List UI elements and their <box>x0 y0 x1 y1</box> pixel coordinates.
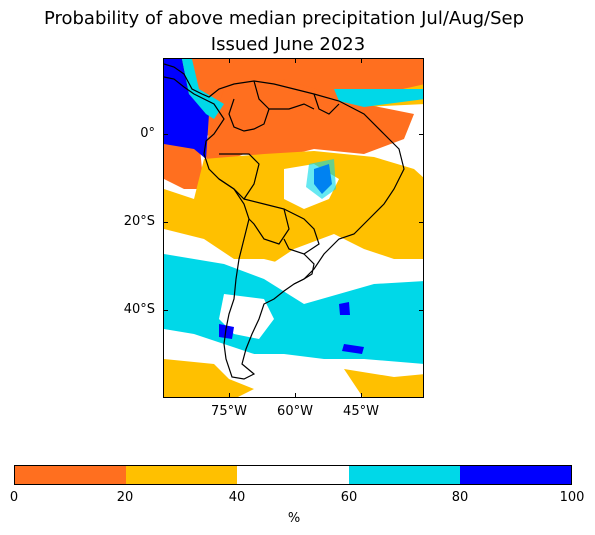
colorbar-tick-40: 40 <box>228 490 246 505</box>
colorbar-tick-0: 0 <box>9 490 19 505</box>
colorbar-segment-60-80 <box>348 466 460 484</box>
lat-tick-40s <box>163 310 168 311</box>
colorbar-segment-20-40 <box>126 466 238 484</box>
lon-tick-60w-top <box>295 58 296 63</box>
lat-tick-0 <box>163 134 168 135</box>
lat-label-40s: 40°S <box>123 302 155 317</box>
zone-60-80-north <box>334 89 423 107</box>
map-canvas <box>164 59 423 397</box>
lon-label-45w: 45°W <box>343 404 379 419</box>
colorbar-unit: % <box>287 511 301 526</box>
zone-80-100-south <box>342 344 364 354</box>
lon-tick-75w <box>229 393 230 398</box>
colorbar-segment-0-20 <box>15 466 127 484</box>
zone-80-100-pacific <box>164 59 209 159</box>
colorbar-tick-20: 20 <box>116 490 134 505</box>
zone-80-100-atlantic <box>339 302 350 315</box>
lat-tick-40s-right <box>419 310 424 311</box>
colorbar-segment-80-100 <box>459 466 572 484</box>
lat-tick-20s-right <box>419 222 424 223</box>
lat-tick-0-right <box>419 134 424 135</box>
lon-label-75w: 75°W <box>211 404 247 419</box>
zone-20-40-south-ocean <box>164 359 254 397</box>
map-subtitle: Issued June 2023 <box>210 34 366 55</box>
colorbar-tick-80: 80 <box>451 490 469 505</box>
lon-tick-75w-top <box>229 58 230 63</box>
lon-tick-45w <box>361 393 362 398</box>
precipitation-map <box>163 58 424 398</box>
lon-tick-60w <box>295 393 296 398</box>
colorbar-tick-100: 100 <box>559 490 585 505</box>
colorbar-tick-60: 60 <box>340 490 358 505</box>
lat-label-20s: 20°S <box>123 214 155 229</box>
zone-20-40-south-east <box>344 369 423 397</box>
lon-tick-45w-top <box>361 58 362 63</box>
lat-tick-20s <box>163 222 168 223</box>
zone-60-80-amazon <box>306 159 336 199</box>
country-borders <box>164 63 405 380</box>
lat-label-0: 0° <box>140 126 155 141</box>
lon-label-60w: 60°W <box>277 404 313 419</box>
colorbar <box>14 465 572 485</box>
zone-0-20-amazon <box>204 79 414 169</box>
colorbar-segment-40-60 <box>237 466 349 484</box>
map-title: Probability of above median precipitatio… <box>43 8 525 29</box>
zone-80-100-chile <box>219 324 234 339</box>
